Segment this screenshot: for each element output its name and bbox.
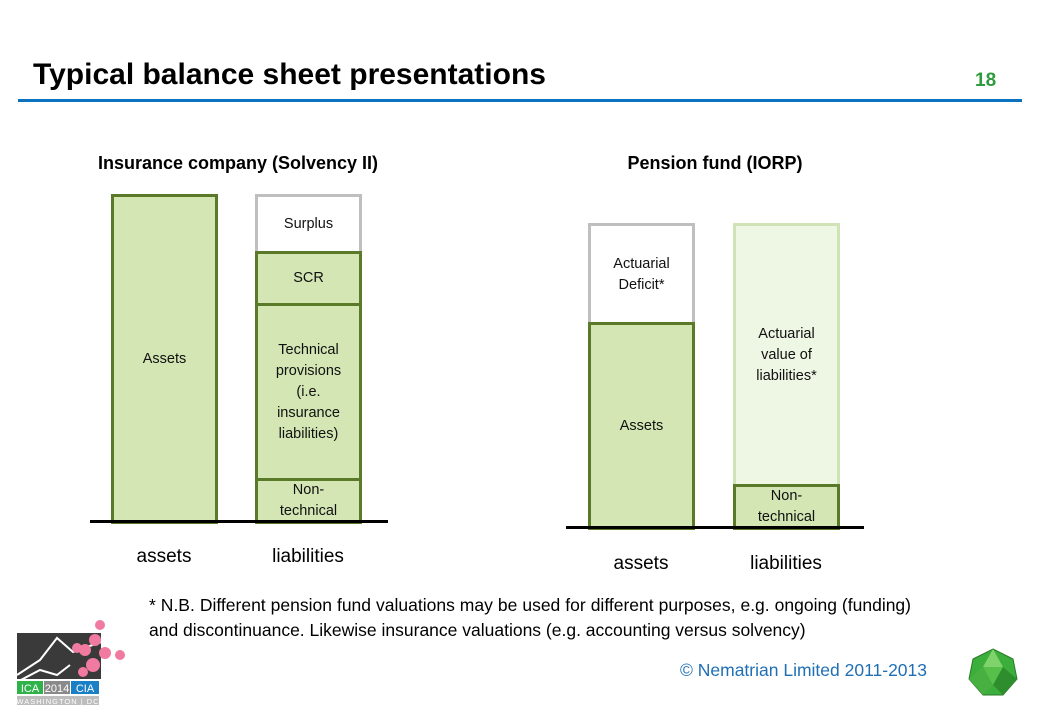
- technical-provisions-label: Technical provisions (i.e. insurance lia…: [275, 341, 342, 442]
- pension-heading: Pension fund (IORP): [627, 153, 803, 173]
- actuarial-deficit-block: Actuarial Deficit*: [588, 223, 695, 326]
- actuarial-liabilities-label: Actuarial value of liabilities*: [756, 326, 817, 384]
- pension-non-technical-label: Non-technical: [757, 488, 816, 525]
- page-title: Typical balance sheet presentations: [33, 58, 546, 91]
- svg-text:CIA: CIA: [76, 683, 95, 695]
- logo-ica-text: ICA: [21, 683, 40, 695]
- scr-block: SCR: [255, 251, 362, 306]
- pension-non-technical-block: Non-technical: [733, 484, 840, 530]
- logo-graphic-icon: ICA 2014 CIA WASHINGTON | DC: [16, 620, 125, 706]
- svg-text:2014: 2014: [45, 683, 69, 695]
- title-divider: [18, 99, 1022, 102]
- actuarial-liabilities-block: Actuarial value of liabilities*: [733, 223, 840, 487]
- pension-liabilities-axis-label: liabilities: [750, 553, 822, 574]
- insurance-heading: Insurance company (Solvency II): [97, 153, 379, 173]
- insurance-assets-axis-label: assets: [136, 546, 192, 567]
- ica-2014-logo: ICA 2014 CIA WASHINGTON | DC: [15, 620, 125, 710]
- nematrian-polyhedron-icon: [967, 647, 1019, 702]
- surplus-block: Surplus: [255, 194, 362, 254]
- pension-assets-axis-label: assets: [613, 553, 669, 574]
- insurance-baseline: [90, 520, 388, 523]
- insurance-assets-label: Assets: [142, 350, 187, 367]
- insurance-assets-block: Assets: [111, 194, 218, 524]
- page-number: 18: [975, 70, 997, 91]
- actuarial-deficit-label: Actuarial Deficit*: [613, 255, 670, 293]
- svg-text:WASHINGTON | DC: WASHINGTON | DC: [16, 697, 99, 706]
- insurance-non-technical-block: Non-technical: [255, 478, 362, 524]
- pension-assets-block: Assets: [588, 322, 695, 530]
- technical-provisions-block: Technical provisions (i.e. insurance lia…: [255, 303, 362, 481]
- pension-assets-label: Assets: [619, 417, 664, 434]
- copyright: © Nematrian Limited 2011-2013: [680, 660, 928, 680]
- insurance-non-technical-label: Non-technical: [279, 482, 338, 519]
- insurance-liabilities-axis-label: liabilities: [272, 546, 344, 567]
- surplus-label: Surplus: [283, 215, 334, 232]
- pension-baseline: [566, 526, 864, 529]
- footnote: * N.B. Different pension fund valuations…: [149, 595, 911, 640]
- scr-label: SCR: [293, 270, 324, 286]
